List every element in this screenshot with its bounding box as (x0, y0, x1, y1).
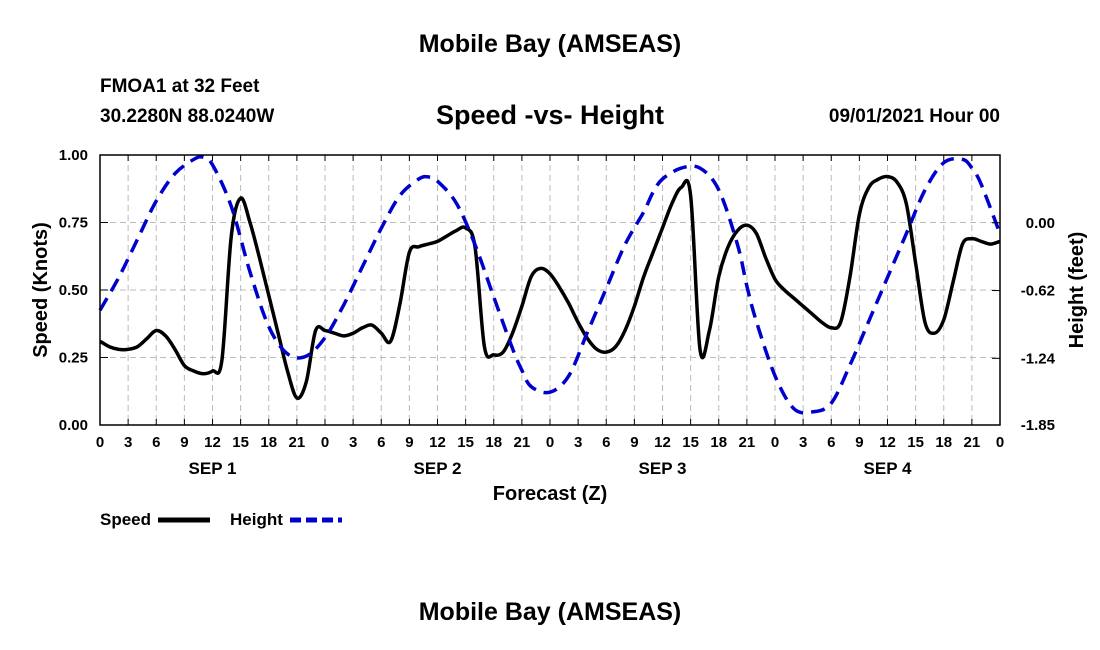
x-tick-label: 3 (574, 434, 582, 451)
axes: 0 3 6 9 12 15 18 21 0 3 6 9 12 15 18 21 0 3 6 9 12 15 18 21 0 3 6 9… (59, 147, 1056, 478)
x-tick-label: 21 (289, 434, 306, 451)
x-tick-label: 21 (739, 434, 756, 451)
x-tick-label: 15 (907, 434, 924, 451)
x-tick-label: 0 (96, 434, 104, 451)
y-left-tick-label: 0.25 (59, 350, 88, 367)
day-label: SEP 3 (639, 459, 687, 478)
x-tick-label: 18 (935, 434, 952, 451)
x-tick-label: 6 (602, 434, 610, 451)
x-tick-label: 3 (124, 434, 132, 451)
x-tick-label: 12 (204, 434, 221, 451)
x-tick-label: 3 (349, 434, 357, 451)
coordinates-label: 30.2280N 88.0240W (100, 106, 275, 127)
series-line-height (98, 155, 1002, 415)
x-tick-label: 0 (321, 434, 329, 451)
x-tick-label: 21 (514, 434, 531, 451)
page-title-bottom: Mobile Bay (AMSEAS) (418, 598, 682, 626)
x-tick-label: 6 (827, 434, 835, 451)
y-right-tick-label: -0.62 (1021, 283, 1055, 300)
y-left-tick-label: 0.00 (59, 417, 88, 434)
x-tick-label: 0 (996, 434, 1004, 451)
x-tick-label: 18 (710, 434, 727, 451)
x-tick-label: 15 (457, 434, 474, 451)
x-tick-label: 18 (485, 434, 502, 451)
legend-label-height: Height (230, 510, 283, 529)
x-tick-label: 15 (682, 434, 699, 451)
x-tick-label: 3 (799, 434, 807, 451)
station-label: FMOA1 at 32 Feet (100, 76, 260, 97)
y-axis-left-label: Speed (Knots) (30, 222, 52, 358)
x-tick-label: 15 (232, 434, 249, 451)
x-tick-label: 9 (180, 434, 188, 451)
day-label: SEP 2 (414, 459, 462, 478)
y-right-tick-label: -1.85 (1021, 417, 1055, 434)
x-tick-label: 6 (377, 434, 385, 451)
series-line-speed (99, 174, 1001, 400)
y-left-tick-label: 1.00 (59, 147, 88, 164)
page-title: Mobile Bay (AMSEAS) (418, 30, 682, 58)
datetime-label: 09/01/2021 Hour 00 (828, 106, 1000, 127)
y-left-tick-label: 0.75 (59, 215, 88, 232)
x-tick-label: 12 (429, 434, 446, 451)
x-tick-label: 18 (260, 434, 277, 451)
chart-title: Speed -vs- Height (435, 100, 665, 130)
y-right-tick-label: -1.24 (1021, 350, 1056, 367)
x-tick-label: 21 (964, 434, 981, 451)
x-tick-label: 0 (546, 434, 554, 451)
x-axis-label: Forecast (Z) (493, 483, 607, 505)
day-label: SEP 4 (864, 459, 912, 478)
series-layer (98, 155, 1002, 415)
y-right-tick-label: 0.00 (1026, 215, 1055, 232)
x-tick-label: 9 (855, 434, 863, 451)
x-tick-label: 12 (654, 434, 671, 451)
x-tick-label: 0 (771, 434, 779, 451)
legend-label-speed: Speed (100, 510, 151, 529)
x-tick-label: 9 (405, 434, 413, 451)
y-left-tick-label: 0.50 (59, 282, 88, 299)
y-axis-right-label: Height (feet) (1066, 232, 1088, 349)
legend: Speed Height (100, 510, 342, 529)
x-tick-label: 6 (152, 434, 160, 451)
day-label: SEP 1 (189, 459, 237, 478)
x-tick-label: 12 (879, 434, 896, 451)
x-tick-label: 9 (630, 434, 638, 451)
